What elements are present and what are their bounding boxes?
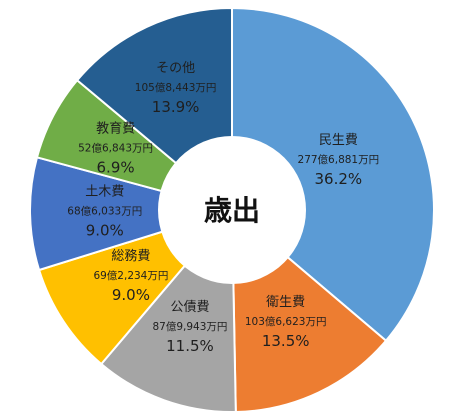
slice-percent-label: 9.0%: [112, 286, 150, 304]
slice-name-label: 総務費: [111, 249, 150, 264]
slice-amount-label: 105億8,443万円: [135, 81, 217, 94]
slice-percent-label: 36.2%: [314, 170, 362, 188]
slice-percent-label: 13.9%: [152, 98, 200, 116]
slice-amount-label: 277億6,881万円: [298, 153, 380, 166]
slice-amount-label: 69億2,234万円: [93, 269, 168, 282]
slice-percent-label: 11.5%: [166, 337, 214, 355]
slice-name-label: その他: [156, 61, 195, 76]
labels-layer: 民生費 277億6,881万円 36.2% 衛生費 103億6,623万円 13.5% 公債…: [67, 61, 379, 355]
slice-name-label: 衛生費: [266, 295, 305, 310]
slice-label-6: 教育費 52億6,843万円 6.9%: [78, 120, 153, 176]
center-hole: [158, 136, 306, 284]
slice-1: [231, 6, 435, 343]
slice-label-1: 民生費 277億6,881万円 36.2%: [298, 133, 380, 188]
slice-label-3: 公債費 87億9,943万円 11.5%: [152, 300, 227, 355]
center-label: 歳出: [204, 194, 260, 227]
slice-percent-label: 6.9%: [97, 158, 135, 176]
slice-percent-label: 9.0%: [86, 221, 124, 239]
slice-label-7: その他 105億8,443万円 13.9%: [135, 61, 217, 116]
slice-amount-label: 103億6,623万円: [245, 315, 327, 328]
slice-name-label: 教育費: [96, 120, 135, 136]
slice-label-2: 衛生費 103億6,623万円 13.5%: [245, 295, 327, 350]
slice-5: [29, 156, 236, 272]
slice-amount-label: 68億6,033万円: [67, 204, 142, 217]
slice-percent-label: 13.5%: [262, 332, 310, 350]
slice-label-5: 土木費 68億6,033万円 9.0%: [67, 184, 142, 239]
slice-name-label: 公債費: [170, 300, 209, 315]
slice-name-label: 民生費: [319, 133, 358, 148]
slice-amount-label: 87億9,943万円: [152, 320, 227, 333]
slice-label-4: 総務費 69億2,234万円 9.0%: [93, 249, 168, 304]
slice-amount-label: 52億6,843万円: [78, 141, 153, 154]
slice-name-label: 土木費: [85, 184, 124, 199]
